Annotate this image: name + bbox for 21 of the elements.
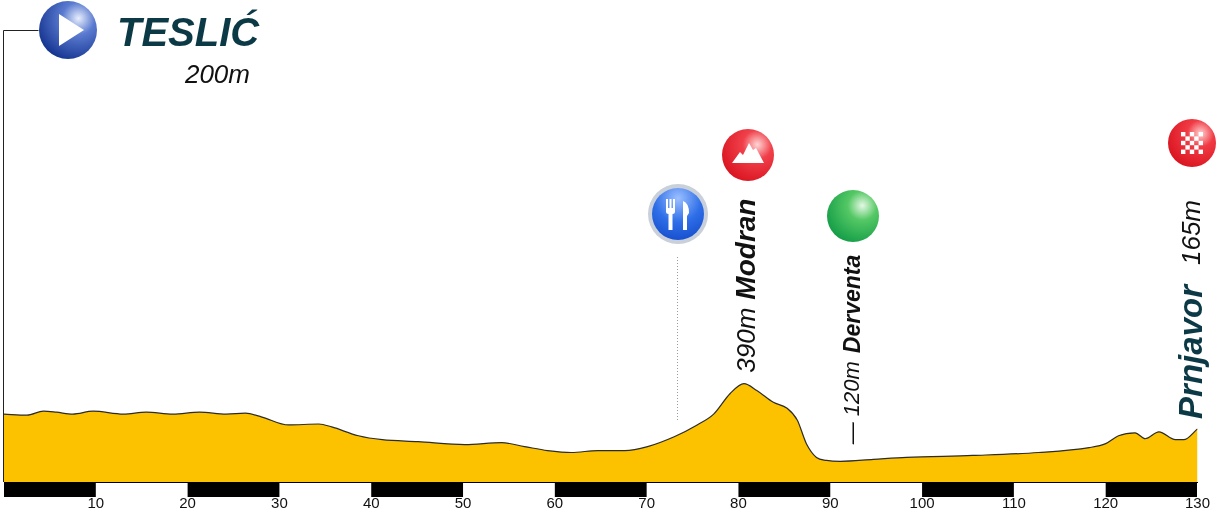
x-tick-label: 90 bbox=[821, 494, 839, 512]
text: TESLIĆ bbox=[117, 9, 261, 54]
x-tick-label: 60 bbox=[546, 494, 564, 512]
x-tick-label: 10 bbox=[87, 494, 105, 512]
annotation: Prnjavor bbox=[1171, 282, 1209, 419]
x-tick-label: 100 bbox=[909, 494, 935, 512]
x-tick-label: 20 bbox=[179, 494, 196, 512]
x-tick-label: 50 bbox=[454, 494, 472, 512]
x-tick-label: 70 bbox=[638, 494, 655, 512]
annotation: — 120m bbox=[839, 361, 865, 446]
text: 165m bbox=[1175, 199, 1206, 266]
x-tick-label: 40 bbox=[362, 494, 380, 512]
x-tick-label: 30 bbox=[271, 494, 288, 512]
x-tick-label: 110 bbox=[1001, 494, 1026, 512]
text: 200m bbox=[183, 59, 250, 89]
x-tick-label: 80 bbox=[730, 494, 747, 512]
x-tick-label: 130 bbox=[1184, 494, 1210, 512]
text: Modran bbox=[730, 198, 762, 300]
x-tick-label: 120 bbox=[1093, 494, 1119, 512]
text: Derventa bbox=[838, 254, 865, 354]
annotation: 390m bbox=[730, 307, 761, 373]
